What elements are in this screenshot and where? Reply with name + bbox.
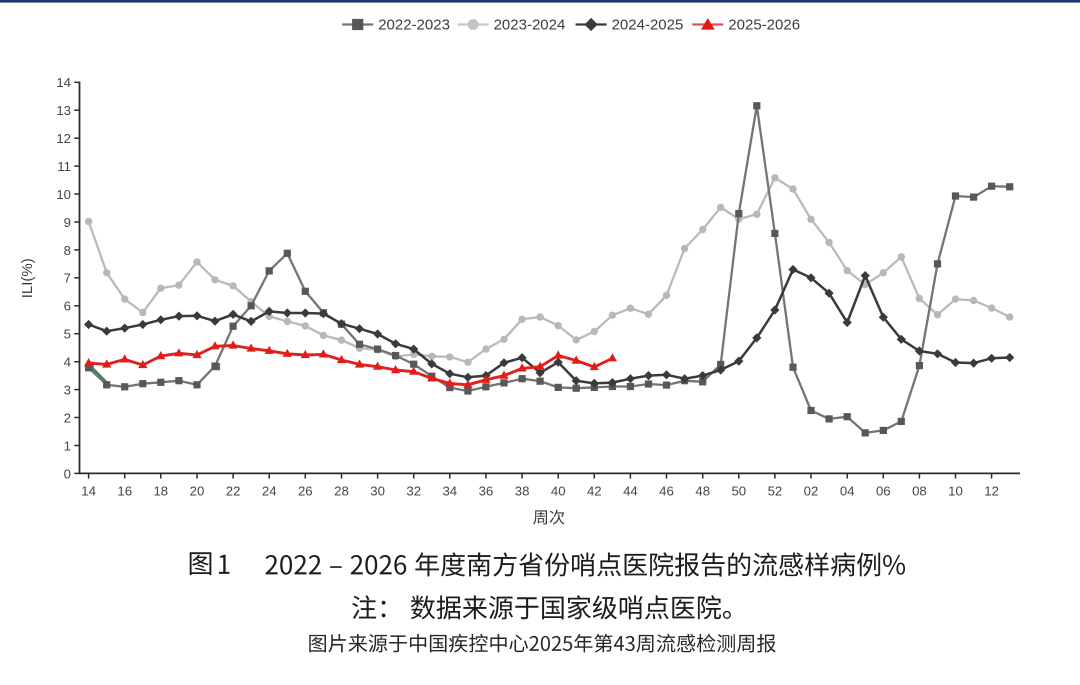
svg-text:0: 0 (64, 466, 71, 481)
svg-text:02: 02 (804, 484, 819, 499)
svg-text:10: 10 (948, 484, 963, 499)
svg-text:36: 36 (479, 484, 494, 499)
svg-text:28: 28 (334, 484, 349, 499)
svg-text:7: 7 (64, 271, 71, 286)
svg-text:9: 9 (64, 215, 71, 230)
svg-text:3: 3 (64, 383, 71, 398)
svg-text:2024-2025: 2024-2025 (612, 17, 684, 34)
svg-text:2025-2026: 2025-2026 (728, 17, 800, 34)
svg-text:4: 4 (64, 355, 71, 370)
svg-text:18: 18 (153, 484, 168, 499)
svg-text:14: 14 (81, 484, 96, 499)
svg-text:42: 42 (587, 484, 602, 499)
svg-text:10: 10 (56, 187, 71, 202)
svg-text:34: 34 (442, 484, 457, 499)
svg-text:2022-2023: 2022-2023 (378, 17, 450, 34)
svg-text:44: 44 (623, 484, 638, 499)
svg-text:20: 20 (190, 484, 205, 499)
svg-text:ILI(%): ILI(%) (19, 258, 36, 298)
svg-text:8: 8 (64, 243, 71, 258)
svg-text:22: 22 (226, 484, 241, 499)
svg-text:06: 06 (876, 484, 891, 499)
svg-text:1: 1 (64, 438, 71, 453)
svg-text:6: 6 (64, 299, 71, 314)
svg-text:50: 50 (731, 484, 746, 499)
svg-text:26: 26 (298, 484, 313, 499)
svg-text:46: 46 (659, 484, 674, 499)
svg-text:14: 14 (56, 75, 71, 90)
svg-text:40: 40 (551, 484, 566, 499)
svg-text:11: 11 (57, 159, 71, 174)
svg-text:12: 12 (984, 484, 999, 499)
svg-text:38: 38 (515, 484, 530, 499)
svg-text:24: 24 (262, 484, 277, 499)
svg-text:30: 30 (370, 484, 385, 499)
svg-text:2: 2 (64, 410, 71, 425)
svg-text:12: 12 (56, 131, 71, 146)
svg-text:08: 08 (912, 484, 927, 499)
svg-text:2023-2024: 2023-2024 (494, 17, 566, 34)
svg-text:5: 5 (64, 327, 71, 342)
svg-text:52: 52 (768, 484, 783, 499)
svg-text:13: 13 (56, 103, 71, 118)
svg-text:48: 48 (695, 484, 710, 499)
svg-text:32: 32 (406, 484, 421, 499)
svg-text:04: 04 (840, 484, 855, 499)
svg-text:16: 16 (117, 484, 132, 499)
